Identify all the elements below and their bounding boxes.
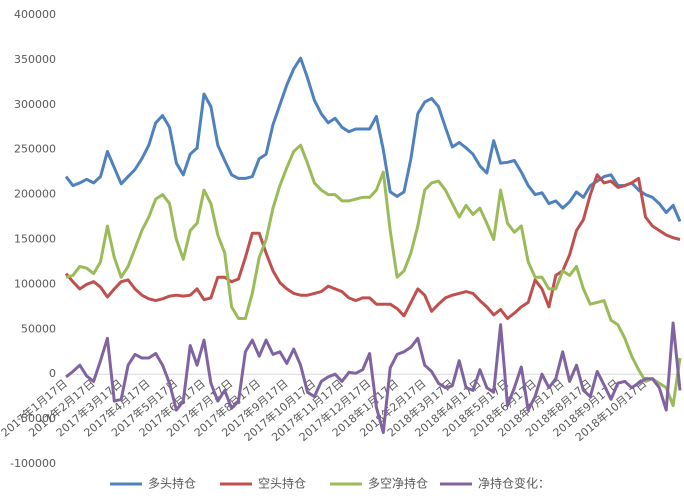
- y-tick-label: 350000: [14, 53, 56, 66]
- y-tick-label: 250000: [14, 143, 56, 156]
- legend-label: 空头持仓: [258, 476, 306, 491]
- y-tick-label: -100000: [10, 457, 56, 470]
- series-line: [64, 173, 681, 320]
- legend-label: 净持仓变化：: [478, 476, 550, 491]
- y-tick-label: 150000: [14, 233, 56, 246]
- series-line: [65, 143, 682, 408]
- legend-label: 多空净持仓: [368, 476, 428, 491]
- series-line: [65, 321, 682, 435]
- y-tick-label: 0: [49, 367, 56, 380]
- y-tick-label: -50000: [17, 412, 56, 425]
- y-tick-label: 300000: [14, 98, 56, 111]
- series-line: [64, 56, 682, 223]
- y-tick-label: 200000: [14, 188, 56, 201]
- legend-label: 多头持仓: [148, 476, 196, 491]
- y-tick-label: 50000: [21, 322, 56, 335]
- y-tick-label: 100000: [14, 277, 56, 290]
- y-tick-label: 400000: [14, 8, 56, 21]
